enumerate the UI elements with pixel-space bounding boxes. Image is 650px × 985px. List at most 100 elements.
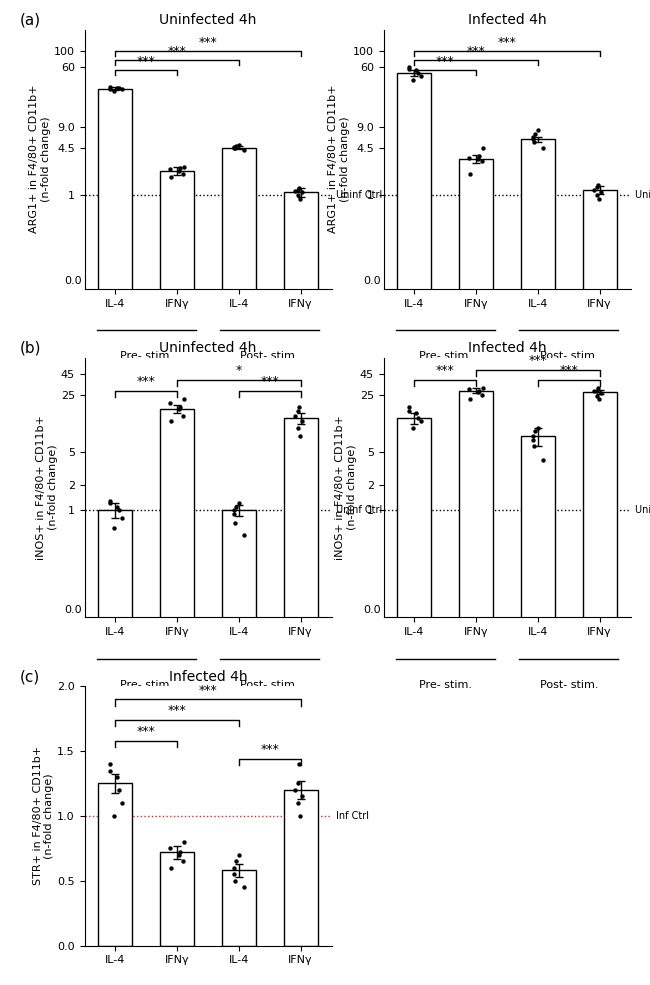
Point xyxy=(294,191,305,207)
Point xyxy=(293,756,304,772)
Point xyxy=(175,160,185,175)
Text: ***: *** xyxy=(436,364,454,377)
Point xyxy=(404,61,415,77)
Point xyxy=(229,139,239,155)
Point xyxy=(234,137,244,153)
Text: ***: *** xyxy=(436,54,454,68)
Point xyxy=(589,181,599,197)
Point xyxy=(538,140,548,156)
Point xyxy=(297,413,307,428)
Bar xyxy=(160,409,194,985)
Text: Uninf Ctrl: Uninf Ctrl xyxy=(337,190,383,200)
Point xyxy=(231,138,241,154)
Text: ***: *** xyxy=(261,375,279,388)
Point xyxy=(464,391,474,407)
Text: ***: *** xyxy=(467,44,486,58)
Point xyxy=(109,83,119,99)
Point xyxy=(292,181,303,197)
Text: Pre- stim.: Pre- stim. xyxy=(419,680,472,690)
Point xyxy=(538,452,548,468)
Point xyxy=(528,432,538,448)
Text: 0.0: 0.0 xyxy=(64,277,82,287)
Title: Infected 4h: Infected 4h xyxy=(468,13,546,27)
Point xyxy=(478,380,488,396)
Point xyxy=(177,408,188,424)
Text: Uninf Ctrl: Uninf Ctrl xyxy=(636,190,650,200)
Point xyxy=(530,424,540,439)
Point xyxy=(117,82,127,98)
Point xyxy=(239,142,249,158)
Point xyxy=(105,81,116,97)
Point xyxy=(293,180,304,196)
Point xyxy=(293,399,304,415)
Point xyxy=(292,795,303,811)
Point xyxy=(528,438,539,454)
Point xyxy=(593,191,604,207)
Point xyxy=(175,399,185,415)
Point xyxy=(179,159,189,174)
Point xyxy=(229,867,239,883)
Bar xyxy=(521,139,555,985)
Point xyxy=(294,427,305,443)
Point xyxy=(413,411,423,427)
Point xyxy=(117,795,127,811)
Point xyxy=(175,844,185,860)
Bar xyxy=(582,392,617,985)
Text: Post- stim.: Post- stim. xyxy=(240,680,299,690)
Bar xyxy=(98,89,133,985)
Text: 0.0: 0.0 xyxy=(363,277,381,287)
Point xyxy=(593,391,604,407)
Point xyxy=(530,126,540,142)
Text: ***: *** xyxy=(498,35,516,49)
Point xyxy=(174,163,184,178)
Bar xyxy=(283,192,318,985)
Point xyxy=(416,68,426,84)
Point xyxy=(404,59,415,75)
Point xyxy=(177,853,188,869)
Point xyxy=(105,80,116,96)
Point xyxy=(592,380,603,396)
Point xyxy=(528,427,538,443)
Point xyxy=(474,383,484,399)
Point xyxy=(229,506,239,522)
Point xyxy=(290,183,300,199)
Title: Infected 4h: Infected 4h xyxy=(169,670,247,684)
Point xyxy=(239,880,249,895)
Point xyxy=(229,140,240,156)
Text: ***: *** xyxy=(137,375,155,388)
Text: ***: *** xyxy=(199,684,217,696)
Bar xyxy=(582,189,617,985)
Text: Uninf Ctrl: Uninf Ctrl xyxy=(337,505,383,515)
Point xyxy=(112,80,122,96)
Point xyxy=(592,177,603,193)
Bar xyxy=(459,391,493,985)
Point xyxy=(290,782,300,798)
Text: ***: *** xyxy=(199,35,217,49)
Point xyxy=(112,769,122,785)
Point xyxy=(292,187,303,203)
Point xyxy=(229,502,239,518)
Point xyxy=(114,502,124,518)
Point xyxy=(112,498,122,514)
Point xyxy=(105,492,116,508)
Bar xyxy=(98,510,133,985)
Point xyxy=(592,187,602,203)
Point xyxy=(174,401,184,417)
Point xyxy=(294,808,305,823)
Text: ***: *** xyxy=(168,704,187,717)
Point xyxy=(464,150,474,165)
Bar xyxy=(160,852,194,946)
Bar xyxy=(98,783,133,946)
Point xyxy=(592,388,602,404)
Y-axis label: STR+ in F4/80+ CD11b+
(n-fold change): STR+ in F4/80+ CD11b+ (n-fold change) xyxy=(32,747,54,886)
Bar xyxy=(222,871,256,946)
Point xyxy=(464,165,474,181)
Point xyxy=(292,420,303,435)
Point xyxy=(474,148,484,164)
Point xyxy=(179,834,189,850)
Bar xyxy=(397,419,432,985)
Point xyxy=(239,527,249,543)
Point xyxy=(234,495,244,511)
Point xyxy=(165,840,176,856)
Point xyxy=(117,510,127,526)
